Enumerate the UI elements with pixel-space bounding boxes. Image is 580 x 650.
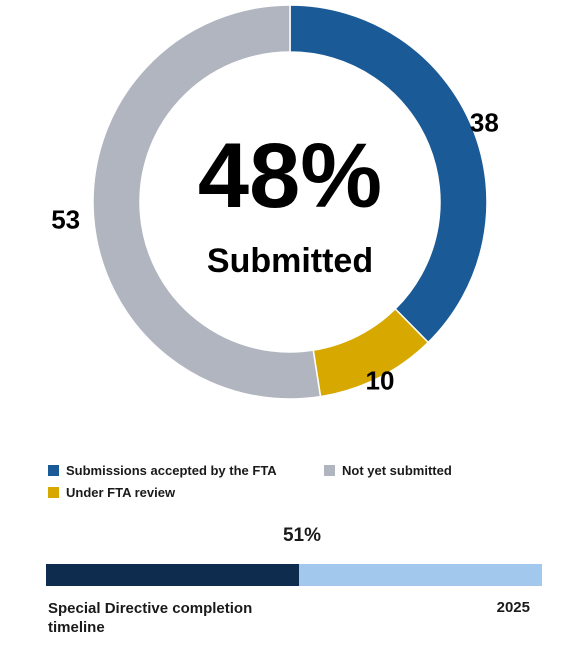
donut-chart: 38 10 53 48% Submitted [51, 4, 499, 400]
legend-swatch-not-submitted [324, 465, 335, 476]
legend-item-accepted: Submissions accepted by the FTA [48, 463, 277, 478]
legend-swatch-accepted [48, 465, 59, 476]
center-label: Submitted [207, 242, 373, 280]
center-percent: 48% [198, 125, 382, 227]
value-label-under-review: 10 [366, 366, 395, 396]
legend: Submissions accepted by the FTA Not yet … [48, 463, 528, 507]
legend-label-not-submitted: Not yet submitted [342, 463, 452, 478]
donut-slice-accepted [289, 4, 488, 344]
donut-slice-not-submitted [92, 4, 322, 400]
value-label-accepted: 38 [470, 107, 499, 137]
legend-swatch-under-review [48, 487, 59, 498]
timeline-percent: 51% [282, 525, 322, 546]
timeline-label: Special Directive completion timeline [48, 600, 253, 636]
donut-slices [92, 4, 488, 400]
legend-label-under-review: Under FTA review [66, 485, 176, 500]
legend-label-accepted: Submissions accepted by the FTA [66, 463, 277, 478]
donut-value-labels: 38 10 53 [51, 107, 499, 395]
timeline-progress-fill [46, 564, 299, 586]
timeline-progress-bar [46, 564, 542, 586]
legend-item-under-review: Under FTA review [48, 485, 175, 500]
value-label-not-submitted: 53 [51, 204, 80, 234]
legend-item-not-submitted: Not yet submitted [324, 463, 452, 478]
timeline-end-year: 2025 [496, 599, 530, 616]
